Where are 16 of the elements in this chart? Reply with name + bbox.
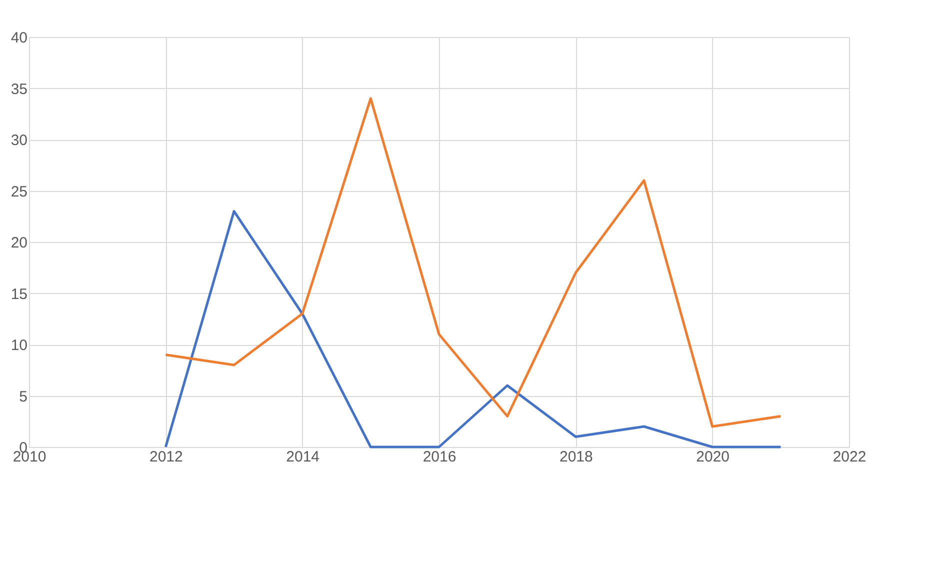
x-tick-label: 2014 xyxy=(286,448,320,466)
y-tick-label: 35 xyxy=(10,80,28,98)
y-tick-label: 40 xyxy=(10,30,28,46)
line-series xyxy=(164,97,782,428)
x-tick-label: 2022 xyxy=(832,448,866,466)
y-tick-label: 30 xyxy=(10,132,28,149)
x-tick-label: 2020 xyxy=(696,448,730,466)
y-tick-label: 20 xyxy=(10,234,28,252)
y-tick-label: 25 xyxy=(10,183,28,200)
line-series xyxy=(164,210,782,448)
x-tick-label: 2012 xyxy=(149,448,183,466)
y-tick-label: 15 xyxy=(10,286,28,303)
y-tick-label: 5 xyxy=(19,388,28,406)
y-tick-label: 10 xyxy=(10,337,28,354)
x-tick-label: 2016 xyxy=(422,448,456,466)
x-tick-label: 2018 xyxy=(559,448,593,466)
